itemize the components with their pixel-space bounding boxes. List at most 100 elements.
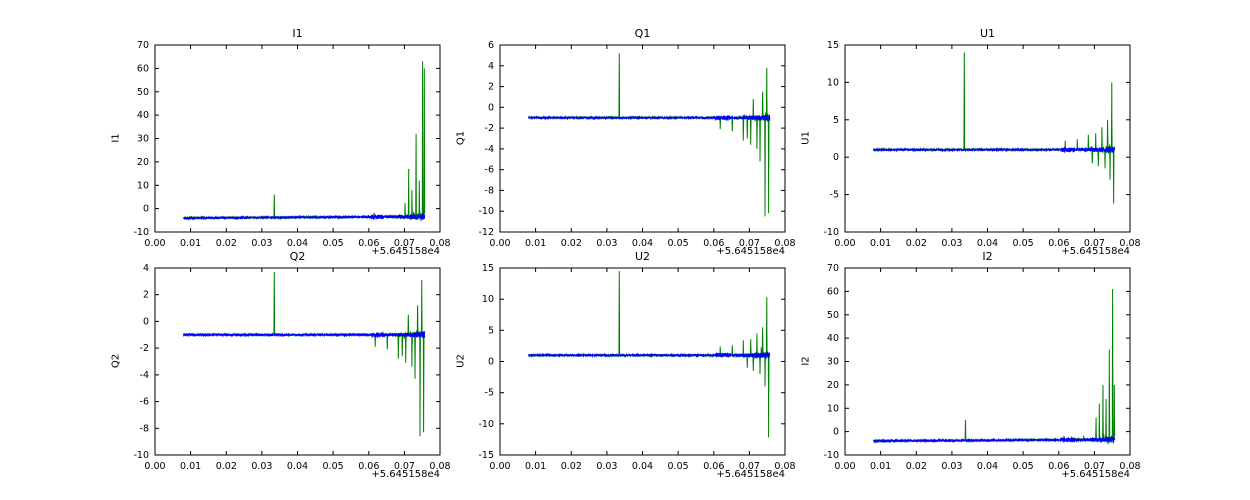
svg-text:0.03: 0.03 <box>251 238 272 249</box>
svg-text:-12: -12 <box>478 227 494 238</box>
x-axis-offset-u2: +5.645158e4 <box>716 469 785 480</box>
svg-text:-8: -8 <box>140 423 149 434</box>
subplot-u2: 0.00 0.01 0.02 0.03 0.04 0.05 0.06 0.07 0.08 -15 -… <box>445 248 805 483</box>
plot-area-u1: 0.00 0.01 0.02 0.03 0.04 0.05 0.06 0.07 0.08 -10 -… <box>823 40 1140 249</box>
chart-title-q1: Q1 <box>634 27 651 40</box>
svg-text:-10: -10 <box>823 450 839 461</box>
svg-text:-5: -5 <box>830 190 839 201</box>
svg-text:0.04: 0.04 <box>632 461 653 472</box>
svg-text:60: 60 <box>827 286 839 297</box>
svg-text:0.08: 0.08 <box>1119 238 1140 249</box>
subplot-u1: 0.00 0.01 0.02 0.03 0.04 0.05 0.06 0.07 0.08 -10 -… <box>790 25 1150 260</box>
svg-text:30: 30 <box>137 134 149 145</box>
svg-text:0.01: 0.01 <box>525 238 546 249</box>
x-axis-offset-i1: +5.645158e4 <box>371 246 440 257</box>
svg-text:-2: -2 <box>485 123 494 134</box>
svg-text:0.06: 0.06 <box>1048 461 1069 472</box>
svg-text:0.06: 0.06 <box>358 238 379 249</box>
chart-title-u1: U1 <box>979 27 996 40</box>
svg-text:0.04: 0.04 <box>977 461 998 472</box>
svg-text:0: 0 <box>488 102 494 113</box>
svg-text:40: 40 <box>137 110 149 121</box>
svg-text:0.03: 0.03 <box>251 461 272 472</box>
svg-text:0.05: 0.05 <box>1013 461 1034 472</box>
svg-text:10: 10 <box>827 403 839 414</box>
svg-text:0.08: 0.08 <box>429 238 450 249</box>
svg-text:0.02: 0.02 <box>906 238 927 249</box>
svg-text:10: 10 <box>827 77 839 88</box>
svg-text:0.05: 0.05 <box>323 238 344 249</box>
svg-text:20: 20 <box>827 380 839 391</box>
x-axis-offset-q2: +5.645158e4 <box>371 469 440 480</box>
svg-text:0.01: 0.01 <box>870 238 891 249</box>
svg-text:30: 30 <box>827 357 839 368</box>
svg-text:0.06: 0.06 <box>703 461 724 472</box>
svg-text:0.00: 0.00 <box>144 238 165 249</box>
y-axis-label-u2: U2 <box>455 354 467 368</box>
svg-text:0: 0 <box>488 357 494 368</box>
svg-text:10: 10 <box>482 294 494 305</box>
svg-text:0.00: 0.00 <box>489 238 510 249</box>
svg-text:0.00: 0.00 <box>834 461 855 472</box>
plot-area-q2: 0.00 0.01 0.02 0.03 0.04 0.05 0.06 0.07 0.08 -10 -… <box>133 263 450 472</box>
svg-text:0.04: 0.04 <box>632 238 653 249</box>
y-axis-label-q1: Q1 <box>455 130 467 146</box>
svg-text:0.08: 0.08 <box>429 461 450 472</box>
svg-text:-5: -5 <box>485 388 494 399</box>
svg-text:0: 0 <box>833 152 839 163</box>
svg-text:15: 15 <box>482 263 494 274</box>
svg-text:0.01: 0.01 <box>525 461 546 472</box>
plot-area-q1: 0.00 0.01 0.02 0.03 0.04 0.05 0.06 0.07 0.08 -12 -… <box>478 40 795 249</box>
svg-text:0.07: 0.07 <box>1084 238 1105 249</box>
svg-text:-10: -10 <box>823 227 839 238</box>
svg-text:0.08: 0.08 <box>774 461 795 472</box>
svg-text:-4: -4 <box>485 144 494 155</box>
svg-text:-10: -10 <box>478 206 494 217</box>
plot-area-u2: 0.00 0.01 0.02 0.03 0.04 0.05 0.06 0.07 0.08 -15 -… <box>478 263 795 472</box>
subplot-i2: 0.00 0.01 0.02 0.03 0.04 0.05 0.06 0.07 0.08 -10 0… <box>790 248 1150 483</box>
svg-text:0.02: 0.02 <box>561 238 582 249</box>
svg-text:-8: -8 <box>485 185 494 196</box>
svg-text:0: 0 <box>143 316 149 327</box>
svg-text:4: 4 <box>488 61 494 72</box>
svg-text:-10: -10 <box>133 450 149 461</box>
svg-text:0.07: 0.07 <box>394 238 415 249</box>
svg-text:-6: -6 <box>485 165 494 176</box>
x-axis-offset-q1: +5.645158e4 <box>716 246 785 257</box>
svg-text:0.03: 0.03 <box>941 461 962 472</box>
svg-text:0.02: 0.02 <box>216 238 237 249</box>
svg-text:0.00: 0.00 <box>144 461 165 472</box>
y-axis-label-i2: I2 <box>800 356 812 366</box>
svg-text:0.06: 0.06 <box>1048 238 1069 249</box>
svg-text:-2: -2 <box>140 343 149 354</box>
svg-text:-15: -15 <box>478 450 494 461</box>
svg-text:0.02: 0.02 <box>216 461 237 472</box>
svg-text:0.05: 0.05 <box>323 461 344 472</box>
svg-text:70: 70 <box>137 40 149 51</box>
svg-text:40: 40 <box>827 333 839 344</box>
svg-text:0.05: 0.05 <box>1013 238 1034 249</box>
svg-text:0.00: 0.00 <box>834 238 855 249</box>
chart-title-i2: I2 <box>982 250 993 263</box>
svg-text:4: 4 <box>143 263 149 274</box>
svg-text:60: 60 <box>137 63 149 74</box>
chart-title-q2: Q2 <box>289 250 306 263</box>
svg-text:0.07: 0.07 <box>394 461 415 472</box>
svg-text:6: 6 <box>488 40 494 51</box>
y-axis-label-i1: I1 <box>110 133 122 143</box>
svg-text:0.02: 0.02 <box>906 461 927 472</box>
svg-text:0.05: 0.05 <box>668 461 689 472</box>
svg-text:-6: -6 <box>140 397 149 408</box>
svg-text:0.03: 0.03 <box>941 238 962 249</box>
svg-text:0.04: 0.04 <box>287 238 308 249</box>
chart-title-i1: I1 <box>292 27 303 40</box>
svg-text:0.08: 0.08 <box>1119 461 1140 472</box>
svg-text:0.03: 0.03 <box>596 461 617 472</box>
svg-text:0.04: 0.04 <box>977 238 998 249</box>
x-axis-offset-u1: +5.645158e4 <box>1061 246 1130 257</box>
svg-text:0.03: 0.03 <box>596 238 617 249</box>
y-axis-label-q2: Q2 <box>110 353 122 369</box>
svg-text:0.08: 0.08 <box>774 238 795 249</box>
svg-text:0.05: 0.05 <box>668 238 689 249</box>
svg-text:0.06: 0.06 <box>358 461 379 472</box>
